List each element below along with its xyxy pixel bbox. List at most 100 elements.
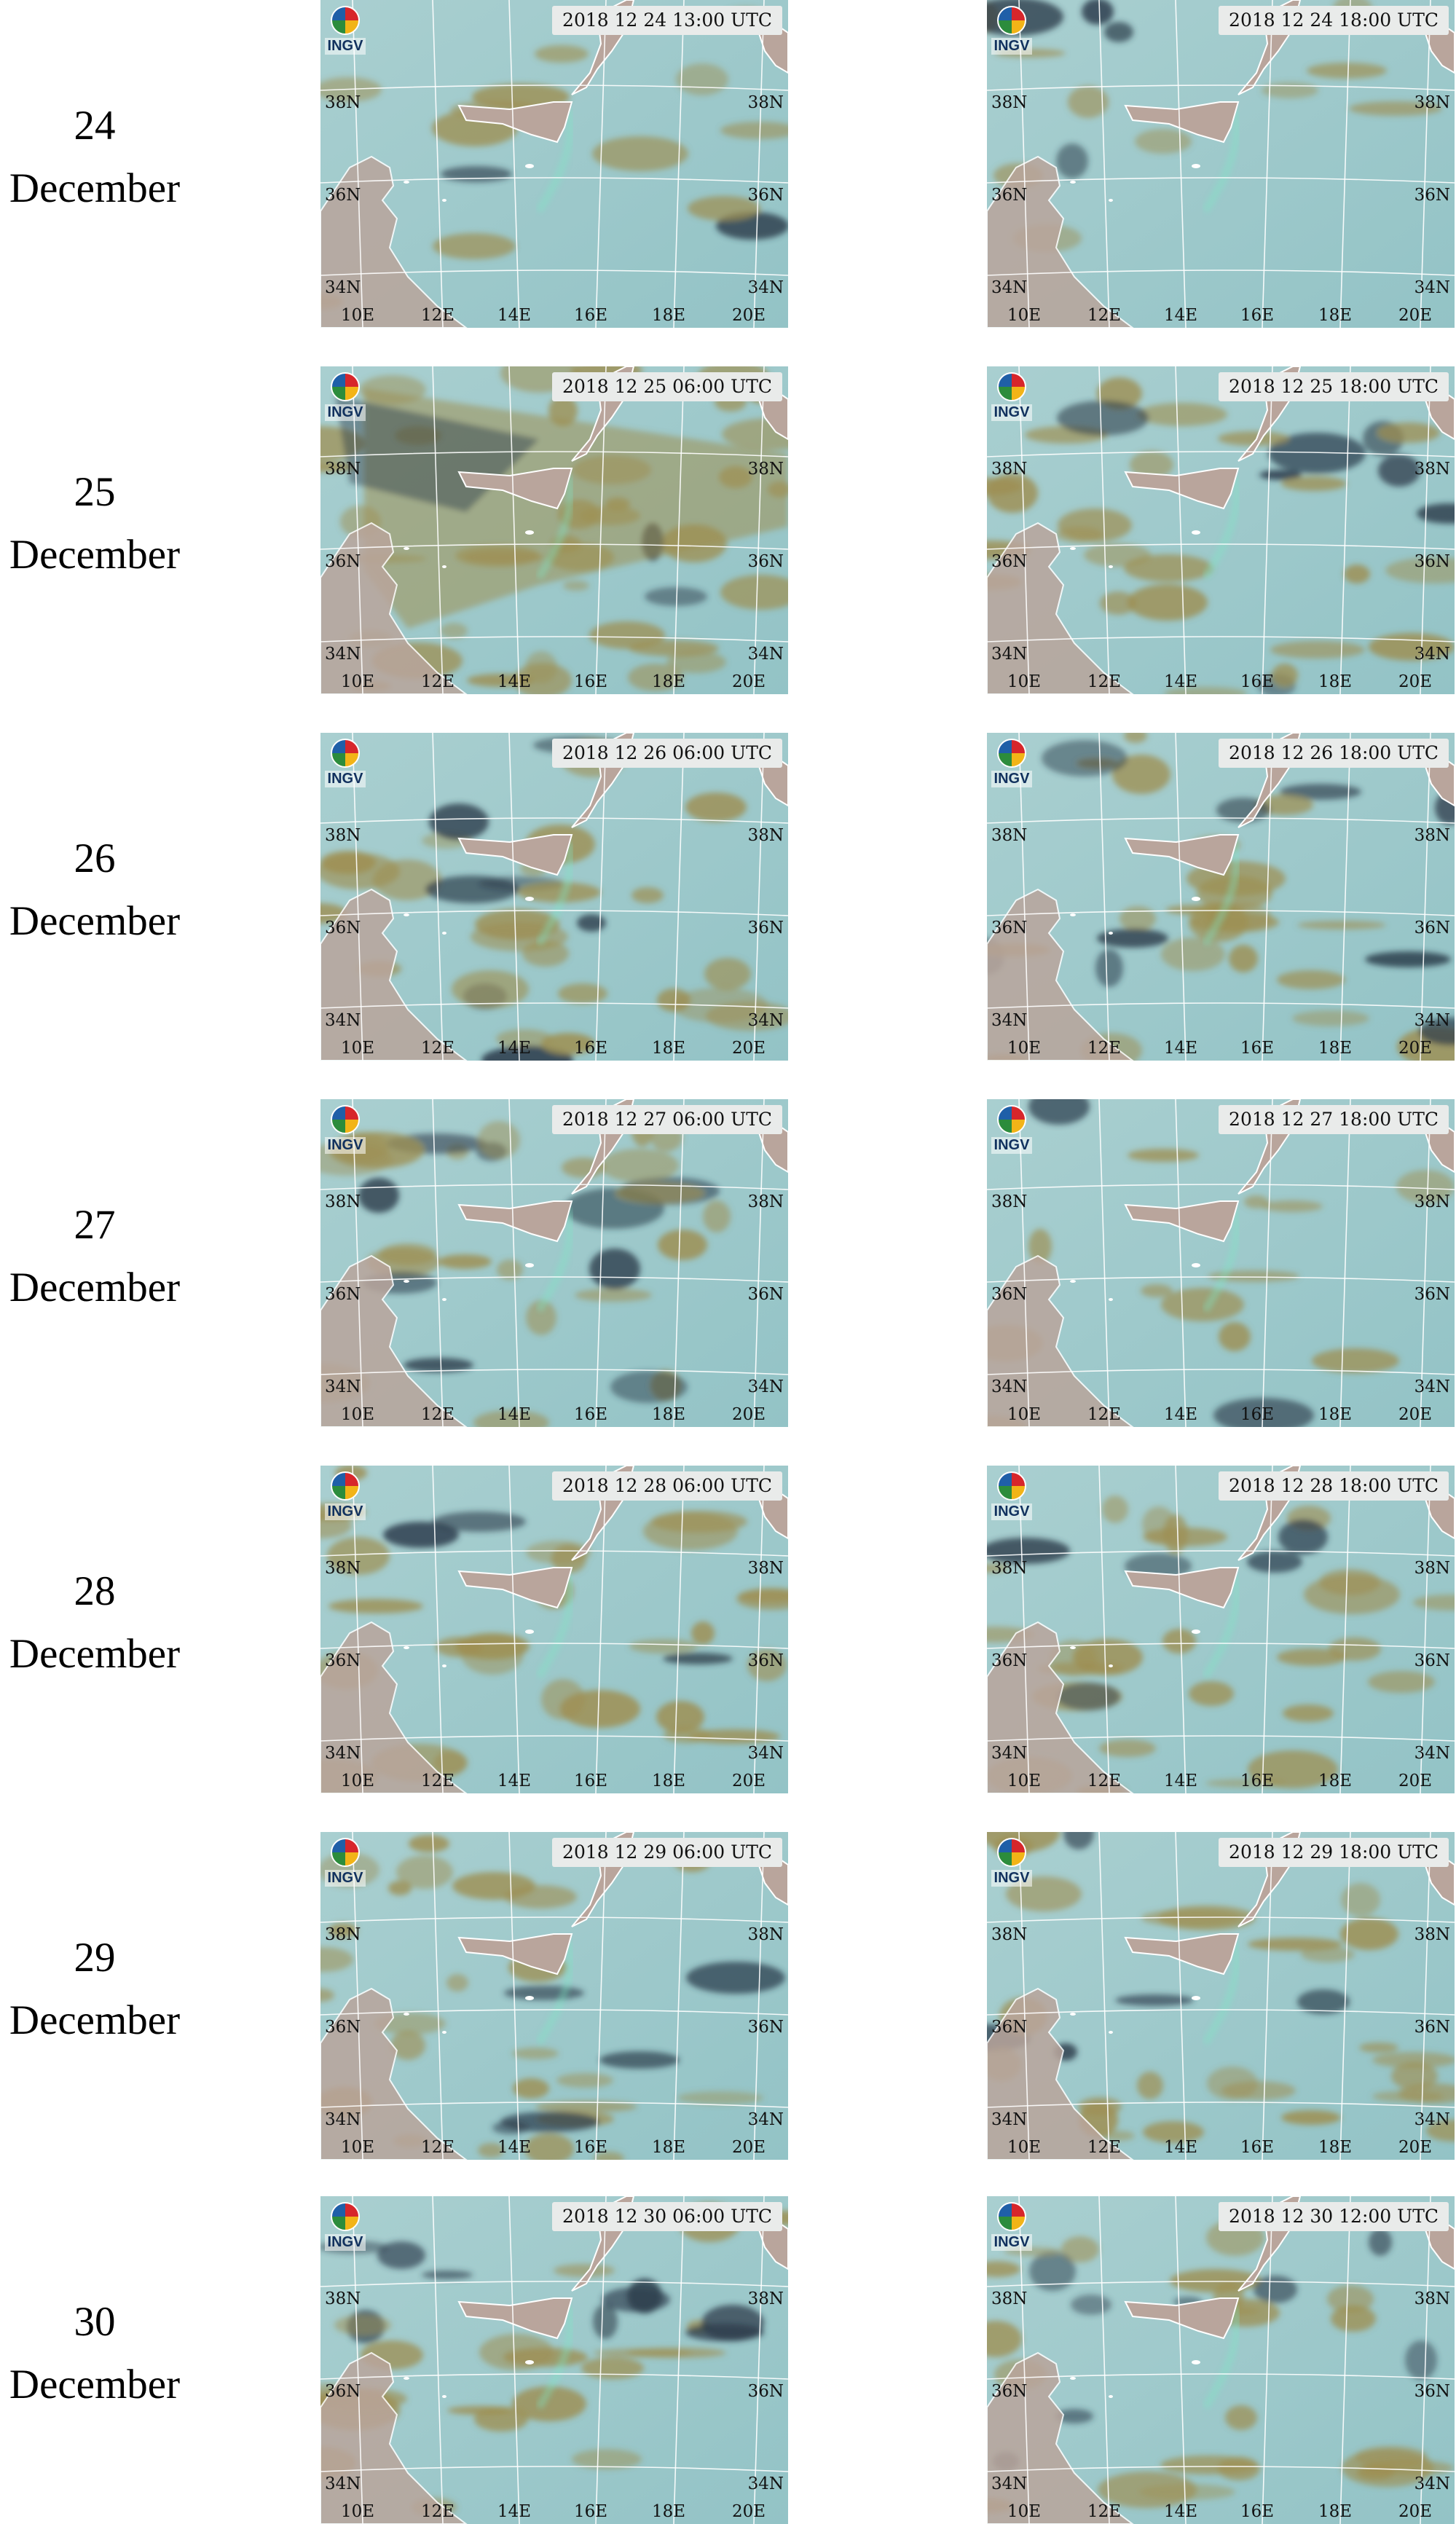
longitude-label: 12E <box>1087 1039 1122 1058</box>
ingv-logo: INGV <box>991 1470 1032 1528</box>
longitude-label: 14E <box>1164 2138 1198 2157</box>
satellite-map <box>320 0 788 328</box>
longitude-label: 18E <box>652 1772 686 1790</box>
satellite-map <box>320 1466 788 1793</box>
day-label: 30 December <box>0 2291 189 2416</box>
longitude-label: 20E <box>1398 1772 1433 1790</box>
logo-text: INGV <box>325 771 366 787</box>
day-row: 24 December INGV 2018 12 24 13:00 UTC 38N 38… <box>0 0 1456 328</box>
longitude-label: 18E <box>1318 1405 1353 1424</box>
land-malta <box>525 1629 534 1634</box>
longitude-label: 16E <box>1240 1039 1275 1058</box>
longitude-label: 14E <box>1164 672 1198 691</box>
longitude-label: 10E <box>1007 1405 1042 1424</box>
latitude-label: 38N <box>325 1559 361 1578</box>
land-malta <box>1192 530 1200 535</box>
logo-text: INGV <box>991 1137 1032 1154</box>
latitude-label: 36N <box>1414 1285 1450 1304</box>
logo-text: INGV <box>325 38 366 55</box>
latitude-label: 38N <box>991 1925 1028 1944</box>
latitude-label: 34N <box>991 2474 1028 2493</box>
latitude-label: 36N <box>1414 2018 1450 2037</box>
satellite-panel: INGV 2018 12 25 18:00 UTC 38N 38N 36N 36N 34N 3… <box>987 366 1455 694</box>
latitude-label: 38N <box>1414 1192 1450 1211</box>
latitude-label: 34N <box>991 645 1028 664</box>
plume <box>535 109 574 213</box>
logo-text: INGV <box>991 1870 1032 1887</box>
latitude-label: 34N <box>747 278 784 297</box>
latitude-label: 34N <box>747 2474 784 2493</box>
land-sicily <box>457 2297 573 2340</box>
ingv-logo: INGV <box>325 371 366 429</box>
latitude-label: 36N <box>747 2018 784 2037</box>
timestamp: 2018 12 30 12:00 UTC <box>1219 2202 1449 2231</box>
longitude-label: 20E <box>1398 1405 1433 1424</box>
latitude-label: 38N <box>747 1192 784 1211</box>
longitude-label: 14E <box>1164 1039 1198 1058</box>
longitude-label: 10E <box>341 2138 375 2157</box>
latitude-label: 34N <box>325 1377 361 1396</box>
satellite-map <box>320 733 788 1061</box>
longitude-label: 16E <box>574 306 608 325</box>
timestamp: 2018 12 24 13:00 UTC <box>552 6 782 35</box>
latitude-label: 36N <box>1414 552 1450 571</box>
timestamp: 2018 12 29 18:00 UTC <box>1219 1838 1449 1867</box>
timestamp: 2018 12 29 06:00 UTC <box>552 1838 782 1867</box>
longitude-label: 12E <box>421 672 455 691</box>
latitude-label: 36N <box>991 2018 1028 2037</box>
logo-text: INGV <box>991 2234 1032 2251</box>
latitude-label: 38N <box>991 1192 1028 1211</box>
satellite-map <box>987 1099 1455 1427</box>
latitude-label: 38N <box>1414 93 1450 112</box>
day-label: 27 December <box>0 1194 189 1319</box>
satellite-panel: INGV 2018 12 27 18:00 UTC 38N 38N 36N 36N 34N 3… <box>987 1099 1455 1427</box>
longitude-label: 10E <box>341 1405 375 1424</box>
logo-text: INGV <box>325 2234 366 2251</box>
day-label: 24 December <box>0 95 189 220</box>
land-sicily <box>1124 1200 1240 1243</box>
latitude-label: 36N <box>325 2018 361 2037</box>
land-malta <box>1192 1629 1200 1634</box>
day-number: 30 <box>74 2299 116 2345</box>
latitude-label: 38N <box>1414 460 1450 479</box>
longitude-label: 20E <box>732 2502 766 2521</box>
longitude-label: 18E <box>1318 306 1353 325</box>
satellite-panel: INGV 2018 12 30 06:00 UTC 38N 38N 36N 36N 34N 3… <box>320 2196 788 2524</box>
latitude-label: 34N <box>325 2474 361 2493</box>
latitude-label: 34N <box>325 2110 361 2129</box>
longitude-label: 14E <box>497 306 532 325</box>
plume <box>535 475 574 580</box>
latitude-label: 34N <box>747 1011 784 1030</box>
land-africa <box>987 1254 1134 1427</box>
day-number: 26 <box>74 836 116 881</box>
latitude-label: 38N <box>747 1559 784 1578</box>
land-africa <box>320 888 468 1061</box>
latitude-label: 38N <box>1414 1925 1450 1944</box>
ingv-logo: INGV <box>991 2201 1032 2259</box>
longitude-label: 12E <box>1087 672 1122 691</box>
longitude-label: 18E <box>652 2138 686 2157</box>
latitude-label: 36N <box>991 919 1028 937</box>
latitude-label: 38N <box>991 460 1028 479</box>
graticule <box>987 1099 1455 1427</box>
latitude-label: 36N <box>1414 2382 1450 2401</box>
globe-icon <box>331 739 360 768</box>
land-malta <box>1192 1996 1200 2000</box>
latitude-label: 34N <box>991 1744 1028 1763</box>
ingv-logo: INGV <box>991 1104 1032 1162</box>
longitude-label: 20E <box>732 2138 766 2157</box>
land-sicily <box>457 1200 573 1243</box>
latitude-label: 36N <box>991 2382 1028 2401</box>
plume <box>535 841 574 946</box>
latitude-label: 38N <box>1414 826 1450 845</box>
longitude-label: 10E <box>341 672 375 691</box>
globe-icon <box>997 1105 1026 1134</box>
latitude-label: 34N <box>991 278 1028 297</box>
globe-icon <box>331 6 360 35</box>
latitude-label: 38N <box>991 2289 1028 2308</box>
satellite-panel: INGV 2018 12 28 18:00 UTC 38N 38N 36N 36N 34N 3… <box>987 1466 1455 1793</box>
longitude-label: 18E <box>652 1405 686 1424</box>
month-name: December <box>9 1631 181 1677</box>
latitude-label: 34N <box>325 645 361 664</box>
longitude-label: 12E <box>421 2138 455 2157</box>
